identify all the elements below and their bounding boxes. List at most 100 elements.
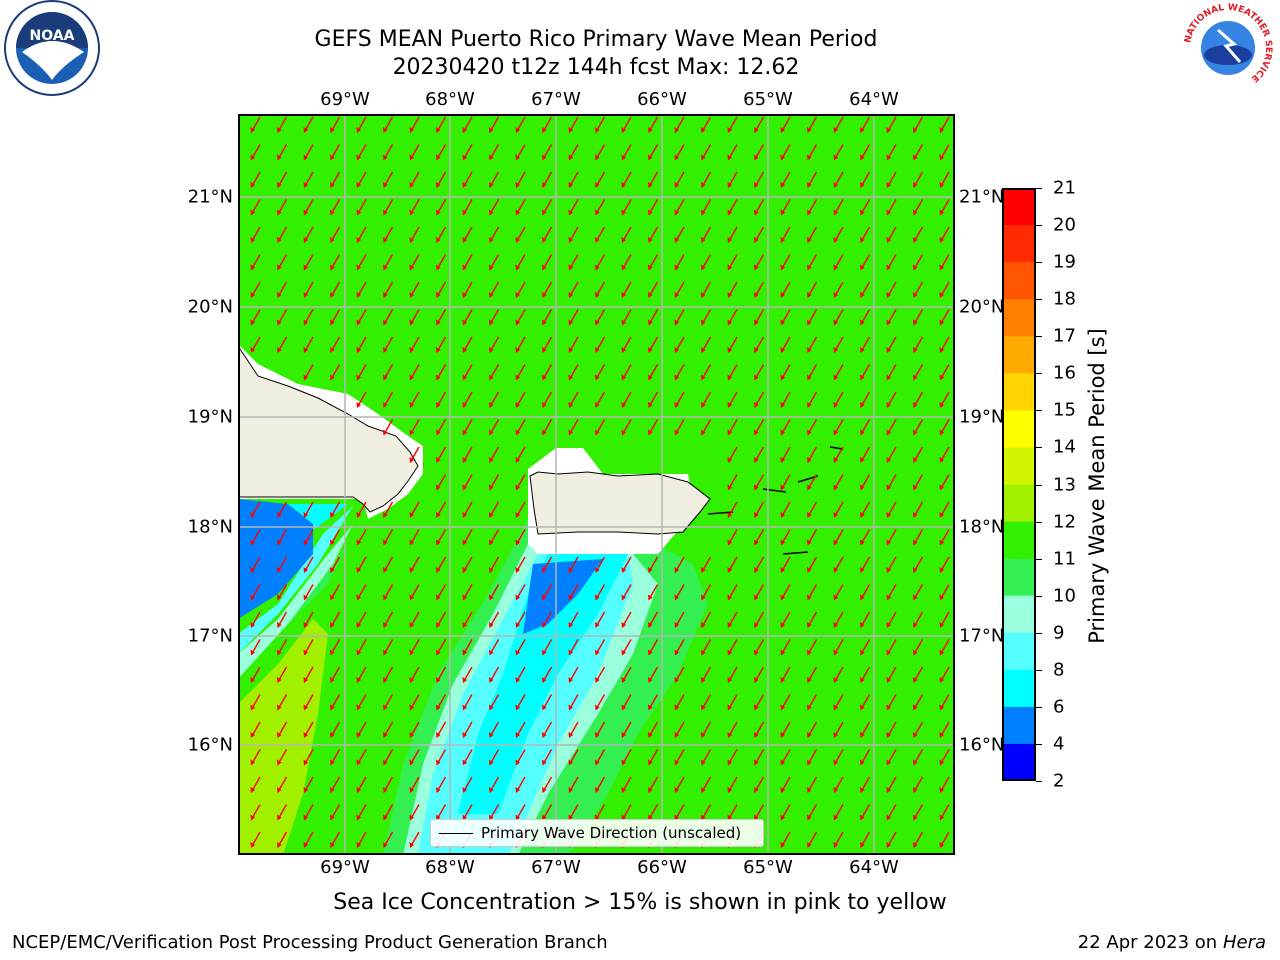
wave-arrow xyxy=(807,666,818,683)
wave-arrow xyxy=(568,611,579,628)
wave-arrow xyxy=(860,639,871,656)
wave-arrow xyxy=(330,666,341,683)
wave-arrow xyxy=(701,391,712,408)
wave-arrow xyxy=(886,199,897,216)
wave-arrow xyxy=(462,419,473,436)
colorbar-tick xyxy=(1036,225,1042,227)
wave-arrow xyxy=(330,721,341,738)
wave-arrow xyxy=(250,639,261,656)
wave-arrow xyxy=(648,666,659,683)
colorbar-tick xyxy=(1036,336,1042,338)
colorbar-tick xyxy=(1036,743,1042,745)
wave-arrow xyxy=(356,116,367,133)
wave-arrow xyxy=(515,419,526,436)
wave-arrow xyxy=(939,171,950,188)
lon-label-bottom: 64°W xyxy=(849,857,899,878)
wave-arrow xyxy=(489,721,500,738)
lon-label-top: 69°W xyxy=(320,89,370,110)
wave-arrow xyxy=(886,336,897,353)
wave-arrow xyxy=(542,171,553,188)
noaa-logo: NOAA xyxy=(4,0,100,96)
wave-arrow xyxy=(383,116,394,133)
wave-arrow xyxy=(356,556,367,573)
wave-arrow xyxy=(356,336,367,353)
wave-arrow xyxy=(568,419,579,436)
colorbar-segment xyxy=(1003,373,1035,411)
wave-arrow xyxy=(515,584,526,601)
wave-arrow xyxy=(913,776,924,793)
wave-arrow xyxy=(780,776,791,793)
colorbar-tick-label: 13 xyxy=(1053,474,1076,495)
wave-arrow xyxy=(489,391,500,408)
wave-arrow xyxy=(754,501,765,518)
wave-arrow xyxy=(436,611,447,628)
legend-label: Primary Wave Direction (unscaled) xyxy=(481,824,742,842)
wave-arrow xyxy=(330,804,341,821)
wave-arrow xyxy=(436,199,447,216)
wave-arrow xyxy=(727,171,738,188)
wave-arrow xyxy=(383,639,394,656)
wave-arrow xyxy=(886,281,897,298)
wave-arrow xyxy=(833,254,844,271)
wave-arrow xyxy=(356,749,367,766)
wave-arrow xyxy=(383,804,394,821)
wave-arrow xyxy=(277,281,288,298)
wave-arrow xyxy=(727,281,738,298)
wave-arrow xyxy=(727,501,738,518)
wave-arrow xyxy=(621,639,632,656)
wave-arrow xyxy=(860,144,871,161)
wave-arrow xyxy=(807,364,818,381)
wave-arrow xyxy=(568,556,579,573)
wave-arrow xyxy=(939,309,950,326)
wave-arrow xyxy=(780,281,791,298)
field-12-13s xyxy=(239,619,328,854)
wave-arrow xyxy=(595,556,606,573)
colorbar-tick xyxy=(1036,447,1042,449)
wave-arrow xyxy=(462,776,473,793)
wave-arrow xyxy=(648,199,659,216)
wave-arrow xyxy=(250,171,261,188)
wave-arrow xyxy=(833,721,844,738)
wave-arrow xyxy=(886,639,897,656)
wave-arrow xyxy=(277,584,288,601)
wave-arrow xyxy=(462,529,473,546)
wave-arrow xyxy=(939,116,950,133)
lon-label-bottom: 69°W xyxy=(320,857,370,878)
wave-arrow xyxy=(833,529,844,546)
wave-arrow xyxy=(754,226,765,243)
wave-arrow xyxy=(648,419,659,436)
wave-arrow xyxy=(648,749,659,766)
wave-arrow xyxy=(250,804,261,821)
wave-arrow xyxy=(754,199,765,216)
wave-arrow xyxy=(913,226,924,243)
wave-arrow xyxy=(330,254,341,271)
wave-arrow xyxy=(833,831,844,848)
wave-arrow xyxy=(860,281,871,298)
wave-arrow xyxy=(330,309,341,326)
wave-arrow xyxy=(886,611,897,628)
colorbar-tick-label: 6 xyxy=(1053,696,1065,718)
colorbar-label: Primary Wave Mean Period [s] xyxy=(1085,328,1109,644)
wave-arrow xyxy=(595,116,606,133)
wave-arrow xyxy=(303,254,314,271)
wave-arrow xyxy=(621,749,632,766)
colorbar-tick-label: 9 xyxy=(1053,622,1065,644)
wave-arrow xyxy=(277,501,288,518)
colorbar-tick-label: 2 xyxy=(1053,770,1065,792)
wave-arrow xyxy=(674,281,685,298)
wave-arrow xyxy=(913,666,924,683)
wave-arrow xyxy=(913,199,924,216)
wave-arrow xyxy=(515,391,526,408)
wave-arrow xyxy=(780,391,791,408)
wave-arrow xyxy=(409,336,420,353)
wave-arrow xyxy=(807,584,818,601)
wave-arrow xyxy=(489,776,500,793)
lat-label-left: 21°N xyxy=(187,186,233,208)
footer-host: Hera xyxy=(1222,932,1266,953)
wave-arrow xyxy=(250,529,261,546)
wave-arrow xyxy=(303,364,314,381)
wave-arrow xyxy=(568,584,579,601)
wave-arrow xyxy=(515,336,526,353)
lat-label-left: 20°N xyxy=(187,296,233,318)
wave-arrow xyxy=(515,556,526,573)
